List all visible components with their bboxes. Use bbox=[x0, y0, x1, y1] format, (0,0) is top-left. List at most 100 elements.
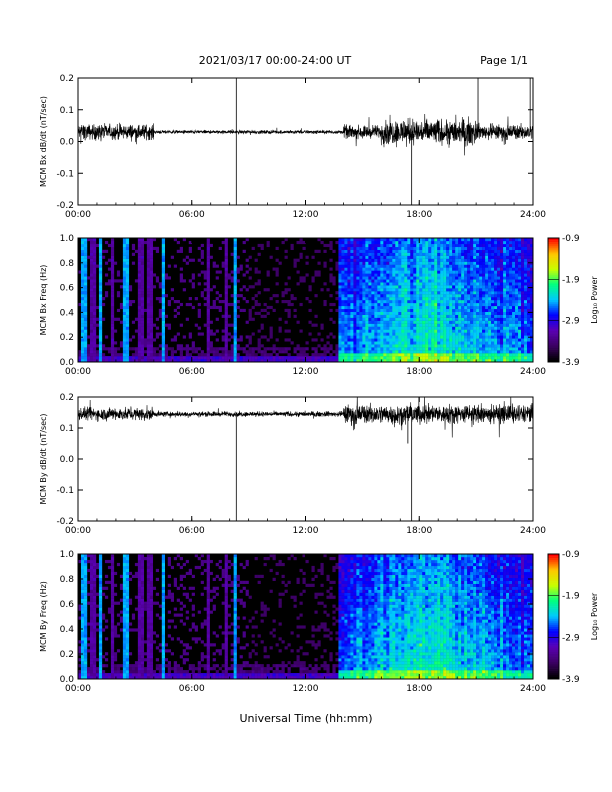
spectrogram-cell bbox=[167, 300, 171, 304]
spectrogram-cell bbox=[149, 323, 154, 327]
spectrogram-cell bbox=[98, 604, 103, 608]
spectrogram-cell bbox=[95, 353, 100, 357]
spectrogram-cell bbox=[83, 613, 88, 617]
spectrogram-cell bbox=[287, 288, 291, 292]
spectrogram-cell bbox=[365, 305, 369, 310]
spectrogram-cell bbox=[464, 302, 468, 307]
spectrogram-cell bbox=[431, 246, 435, 251]
spectrogram-cell bbox=[92, 302, 97, 307]
spectrogram-cell bbox=[278, 350, 282, 354]
colorbar-segment bbox=[548, 262, 559, 266]
spectrogram-cell bbox=[356, 332, 360, 336]
spectrogram-cell bbox=[92, 649, 97, 653]
spectrogram-cell bbox=[521, 267, 525, 271]
spectrogram-cell bbox=[254, 353, 258, 357]
spectrogram-cell bbox=[233, 273, 237, 277]
spectrogram-cell bbox=[125, 565, 130, 570]
spectrogram-cell bbox=[443, 249, 447, 253]
spectrogram-cell bbox=[500, 270, 504, 274]
spectrogram-cell bbox=[500, 311, 504, 315]
spectrogram-cell bbox=[98, 279, 103, 283]
spectrogram-cell bbox=[137, 562, 142, 567]
spectrogram-cell bbox=[377, 356, 381, 360]
spectrogram-cell bbox=[395, 338, 399, 342]
spectrogram-cell bbox=[290, 356, 294, 360]
spectrogram-cell bbox=[428, 317, 432, 321]
spectrogram-cell bbox=[365, 350, 369, 354]
spectrogram-cell bbox=[83, 255, 88, 259]
spectrogram-cell bbox=[146, 335, 151, 339]
spectrogram-cell bbox=[92, 640, 97, 644]
spectrogram-cell bbox=[488, 332, 492, 336]
spectrogram-cell bbox=[149, 314, 154, 318]
spectrogram-cell bbox=[512, 341, 516, 345]
spectrogram-cell bbox=[524, 252, 528, 256]
spectrogram-cell bbox=[449, 317, 453, 321]
spectrogram-cell bbox=[341, 329, 345, 333]
spectrogram-cell bbox=[419, 270, 423, 274]
spectrogram-cell bbox=[95, 670, 100, 674]
spectrogram-cell bbox=[125, 658, 130, 662]
spectrogram-cell bbox=[149, 246, 154, 251]
spectrogram-cell bbox=[200, 270, 204, 274]
spectrogram-cell bbox=[398, 270, 402, 274]
spectrogram-cell bbox=[479, 311, 483, 315]
spectrogram-cell bbox=[527, 252, 531, 256]
spectrogram-cell bbox=[125, 571, 130, 576]
spectrogram-cell bbox=[521, 344, 525, 348]
spectrogram-cell bbox=[413, 359, 417, 363]
spectrogram-cell bbox=[470, 267, 474, 271]
spectrogram-cell bbox=[410, 320, 414, 324]
spectrogram-cell bbox=[500, 341, 504, 345]
spectrogram-cell bbox=[440, 279, 444, 283]
spectrogram-cell bbox=[125, 583, 130, 587]
spectrogram-cell bbox=[392, 359, 396, 363]
spectrogram-cell bbox=[137, 619, 142, 623]
spectrogram-cell bbox=[341, 297, 345, 301]
spectrogram-cell bbox=[254, 347, 258, 351]
spectrogram-cell bbox=[98, 323, 103, 327]
spectrogram-cell bbox=[125, 619, 130, 623]
x-tick-label: 12:00 bbox=[293, 526, 319, 536]
spectrogram-cell bbox=[128, 598, 133, 602]
spectrogram-cell bbox=[341, 323, 345, 327]
spectrogram-cell bbox=[149, 297, 154, 301]
spectrogram-cell bbox=[185, 350, 189, 354]
spectrogram-cell bbox=[161, 294, 166, 298]
spectrogram-cell bbox=[434, 282, 438, 286]
spectrogram-cell bbox=[140, 670, 145, 674]
spectrogram-cell bbox=[269, 329, 273, 333]
spectrogram-cell bbox=[161, 329, 166, 333]
spectrogram-cell bbox=[374, 238, 378, 242]
spectrogram-cell bbox=[473, 249, 477, 253]
spectrogram-cell bbox=[347, 305, 351, 310]
spectrogram-cell bbox=[80, 631, 85, 635]
spectrogram-cell bbox=[92, 344, 97, 348]
spectrogram-cell bbox=[122, 634, 127, 638]
spectrogram-cell bbox=[161, 238, 166, 242]
spectrogram-cell bbox=[146, 317, 151, 321]
spectrogram-cell bbox=[80, 640, 85, 644]
spectrogram-cell bbox=[131, 359, 136, 363]
spectrogram-cell bbox=[308, 300, 312, 304]
spectrogram-cell bbox=[500, 317, 504, 321]
spectrogram-cell bbox=[527, 276, 531, 280]
spectrogram-cell bbox=[482, 344, 486, 348]
spectrogram-cell bbox=[341, 308, 345, 313]
spectrogram-cell bbox=[515, 276, 519, 280]
spectrogram-cell bbox=[371, 326, 375, 330]
spectrogram-cell bbox=[434, 252, 438, 256]
spectrogram-cell bbox=[431, 347, 435, 351]
spectrogram-cell bbox=[494, 329, 498, 333]
spectrogram-cell bbox=[146, 300, 151, 304]
spectrogram-cell bbox=[188, 356, 192, 360]
spectrogram-cell bbox=[158, 308, 163, 313]
spectrogram-cell bbox=[260, 335, 264, 339]
spectrogram-cell bbox=[521, 297, 525, 301]
spectrogram-cell bbox=[137, 326, 142, 330]
spectrogram-cell bbox=[437, 338, 441, 342]
spectrogram-cell bbox=[380, 238, 384, 242]
colorbar-segment bbox=[548, 273, 559, 276]
spectrogram-cell bbox=[392, 302, 396, 307]
spectrogram-cell bbox=[125, 601, 130, 605]
